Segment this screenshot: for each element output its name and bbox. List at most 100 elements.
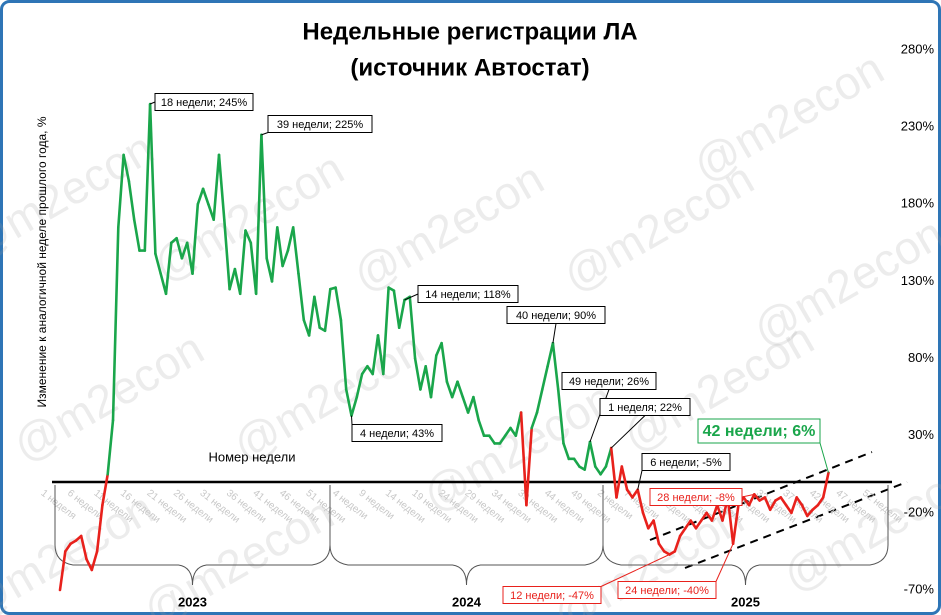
line-segment: [472, 395, 481, 422]
annotation-arrow: [552, 323, 557, 344]
line-segment: [625, 488, 634, 499]
line-segment: [689, 519, 698, 530]
line-segment: [212, 153, 221, 222]
line-segment: [291, 226, 300, 276]
line-segment: [609, 446, 618, 499]
line-segment: [270, 226, 279, 283]
line-segment: [223, 218, 231, 291]
line-segment: [551, 341, 560, 391]
line-segment: [593, 465, 602, 476]
annotation: 1 неделя; 22%: [608, 402, 682, 414]
year-brace: [329, 485, 604, 586]
line-segment: [498, 434, 507, 445]
line-segment: [95, 503, 104, 553]
year-label: 2024: [452, 594, 482, 609]
annotation: 42 недели; 6%: [703, 423, 816, 440]
line-segment: [615, 465, 624, 499]
line-segment: [132, 218, 141, 252]
line-segment: [641, 511, 650, 530]
annotation-box: [697, 418, 821, 444]
line-segment: [79, 534, 88, 561]
annotation: 39 недели; 225%: [277, 119, 363, 131]
line-segment: [381, 286, 390, 376]
line-segment: [673, 534, 682, 553]
annotation: 49 недели; 26%: [569, 376, 649, 388]
line-segment: [413, 357, 422, 391]
line-segment: [238, 229, 247, 296]
annotation-arrow: [637, 470, 643, 490]
line-segment: [519, 411, 528, 507]
line-segment: [254, 133, 263, 296]
annotation-box: [649, 488, 743, 506]
line-segment: [795, 496, 804, 507]
line-segment: [503, 426, 512, 438]
annotation: 28 недели; -8%: [657, 492, 735, 504]
line-segment: [694, 519, 703, 530]
line-segment: [397, 298, 406, 330]
line-segment: [297, 272, 306, 322]
line-segment: [143, 102, 152, 252]
year-label: 2025: [731, 594, 760, 609]
y-axis-label: Изменение к аналогичной неделе прошлого …: [35, 116, 49, 407]
annotation-arrow: [404, 293, 419, 301]
annotation-box: [561, 372, 657, 390]
annotation-arrow: [715, 543, 734, 582]
line-segment: [747, 493, 756, 507]
line-segment: [763, 496, 772, 512]
line-segment: [371, 334, 380, 376]
line-segment: [344, 388, 353, 417]
y-tick-label: 180%: [901, 196, 935, 211]
line-segment: [101, 472, 109, 507]
line-segment: [154, 252, 162, 276]
line-segment: [339, 318, 348, 391]
annotation-arrow: [819, 442, 829, 473]
line-segment: [466, 395, 475, 414]
line-segment: [148, 102, 157, 255]
y-tick-label: 280%: [901, 41, 935, 56]
annotation-box: [267, 115, 373, 133]
chart-subtitle: (источник Автостат): [350, 54, 589, 81]
line-segment: [583, 440, 592, 471]
line-segment: [456, 380, 465, 399]
annotation: 12 недели; -47%: [510, 590, 594, 602]
line-segment: [228, 267, 237, 291]
line-segment: [487, 434, 496, 445]
line-segment: [85, 557, 94, 572]
line-segment: [440, 341, 449, 384]
line-segment: [392, 289, 401, 330]
line-segment: [768, 499, 777, 512]
annotation-arrow: [741, 493, 755, 498]
line-segment: [424, 364, 433, 399]
line-segment: [360, 364, 369, 376]
annotation: 6 недели; -5%: [650, 457, 722, 469]
annotation-arrow: [600, 554, 670, 587]
line-segment: [334, 286, 343, 322]
line-segment: [217, 153, 226, 222]
line-segment: [562, 442, 571, 461]
line-segment: [58, 550, 67, 592]
line-segment: [117, 153, 125, 229]
line-segment: [546, 341, 555, 368]
annotation: 4 недели; 43%: [360, 428, 434, 440]
trend-line: [684, 481, 908, 569]
line-segment: [286, 226, 295, 252]
line-segment: [779, 496, 788, 507]
line-segment: [111, 226, 120, 422]
line-segment: [201, 187, 210, 206]
annotation: 40 недели; 90%: [516, 310, 596, 322]
line-segment: [313, 295, 322, 330]
line-segment: [805, 508, 814, 518]
line-segment: [127, 179, 136, 222]
y-tick-label: -70%: [904, 581, 935, 596]
line-segment: [699, 511, 708, 522]
line-segment: [106, 418, 115, 476]
line-segment: [588, 440, 597, 468]
line-segment: [350, 395, 359, 417]
line-segment: [530, 411, 539, 430]
line-segment: [90, 550, 99, 572]
line-segment: [821, 471, 830, 499]
line-segment: [572, 457, 581, 468]
line-segment: [800, 503, 809, 518]
line-segment: [122, 153, 131, 183]
